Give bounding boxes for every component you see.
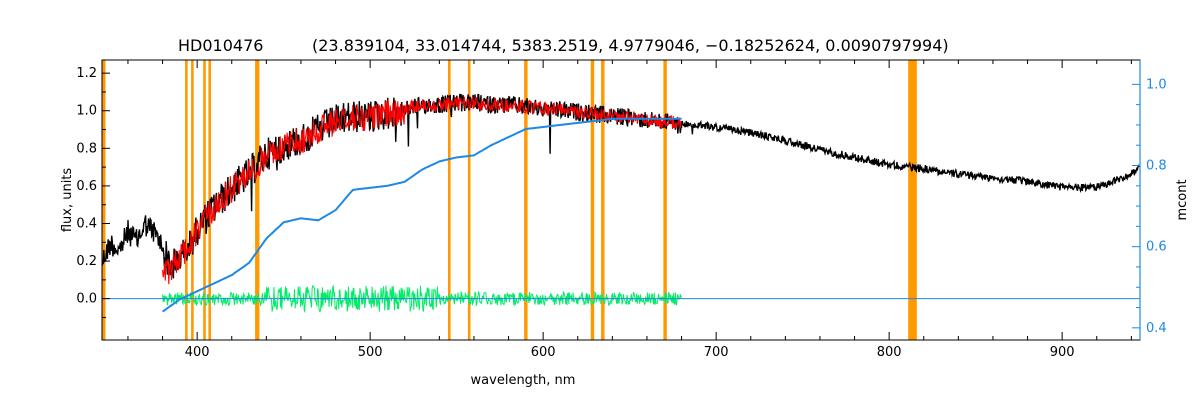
title-group: HD010476 (23.839104, 33.014744, 5383.251… <box>178 36 949 55</box>
masked-band-8 <box>524 60 528 340</box>
x-tick-label-900: 900 <box>1050 345 1075 360</box>
y2-tick-label-2: 0.8 <box>1146 159 1167 174</box>
y-tick-label-3: 0.6 <box>76 179 97 194</box>
x-tick-label-800: 800 <box>877 345 902 360</box>
x-tick-label-600: 600 <box>531 345 556 360</box>
chart-title: HD010476 <box>178 36 263 55</box>
masked-band-11 <box>663 60 667 340</box>
residual-line <box>162 284 682 314</box>
masked-band-10 <box>601 60 605 340</box>
model-spectrum-line <box>162 95 682 285</box>
masked-band-9 <box>590 60 595 340</box>
y2-axis-title: mcont <box>1175 179 1190 220</box>
masked-band-5 <box>255 60 260 340</box>
masked-band-12 <box>908 60 917 340</box>
y-tick-label-5: 1.0 <box>76 104 97 119</box>
masked-band-3 <box>203 60 206 340</box>
y2-tick-label-1: 0.6 <box>1146 240 1167 255</box>
x-tick-label-700: 700 <box>704 345 729 360</box>
y-tick-label-6: 1.2 <box>76 66 97 81</box>
y2-tick-label-0: 0.4 <box>1146 321 1167 336</box>
masked-band-1 <box>185 60 188 340</box>
masked-band-2 <box>191 60 194 340</box>
masked-bands-layer <box>102 60 917 340</box>
y-tick-label-1: 0.2 <box>76 254 97 269</box>
y-axis-title: flux, units <box>60 168 75 233</box>
x-tick-label-500: 500 <box>358 345 383 360</box>
x-tick-label-400: 400 <box>185 345 210 360</box>
masked-band-0 <box>102 60 106 340</box>
mcont-line <box>162 117 682 313</box>
y-tick-label-2: 0.4 <box>76 216 97 231</box>
axes-layer: 400 500 600 700 800 900 0.0 0.2 0.4 0.6 0.8 1.0 1.2 0… <box>76 59 1167 360</box>
y-tick-label-0: 0.0 <box>76 292 97 307</box>
chart-title-params: (23.839104, 33.014744, 5383.2519, 4.9779… <box>312 36 949 55</box>
y2-tick-label-3: 1.0 <box>1146 77 1167 92</box>
masked-band-7 <box>467 60 471 340</box>
masked-band-6 <box>448 60 451 340</box>
y-tick-label-4: 0.8 <box>76 141 97 156</box>
series-layer <box>101 93 1141 314</box>
x-axis-title: wavelength, nm <box>471 373 576 388</box>
